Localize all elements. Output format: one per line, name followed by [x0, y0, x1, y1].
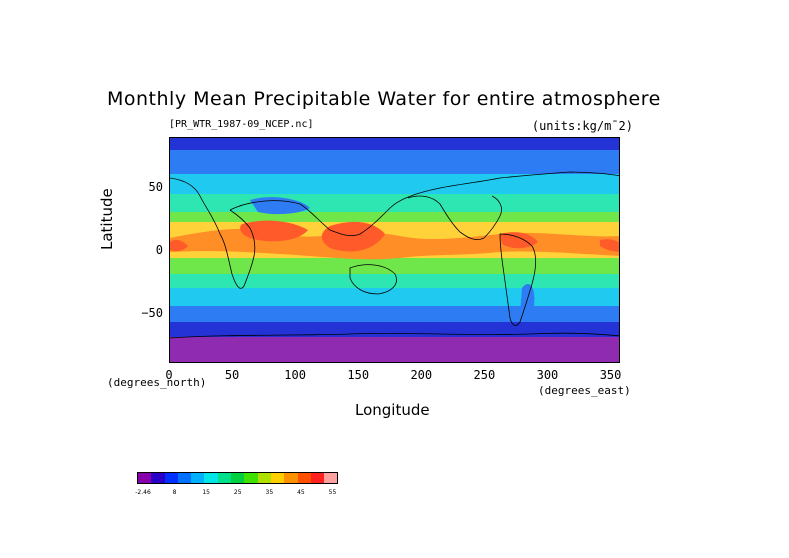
colorbar-label: 8 — [172, 489, 177, 496]
colorbar-cell — [324, 473, 338, 483]
africa-coast — [170, 177, 256, 289]
x-tick-label: 150 — [347, 368, 370, 382]
x-tick-label: 100 — [284, 368, 306, 382]
antarctica-band — [170, 337, 619, 362]
x-axis-label: Longitude — [355, 401, 430, 419]
colorbar-label: 45 — [297, 489, 305, 496]
north-america-coast — [407, 195, 502, 240]
colorbar-cell — [231, 473, 245, 483]
antarctic-edge-band — [170, 322, 619, 338]
colorbar-label: 35 — [265, 489, 274, 496]
colorbar-cell — [244, 473, 258, 483]
antarctica-coast — [170, 332, 619, 339]
tibet-dry-patch — [250, 197, 310, 215]
south-america-coast — [499, 233, 537, 326]
colorbar-label: 25 — [233, 489, 242, 496]
colorbar-label: 15 — [202, 489, 210, 496]
colorbar — [137, 472, 339, 484]
x-tick-label: 300 — [536, 368, 559, 382]
x-tick-label: 350 — [599, 368, 622, 382]
colorbar-label: -2.46 — [135, 489, 151, 496]
map-svg — [170, 138, 619, 362]
y-axis-label: Latitude — [98, 188, 116, 250]
colorbar-label: 55 — [328, 489, 337, 496]
warm-pool-amazon — [500, 232, 538, 249]
units-label: (units:kg/m¯2) — [531, 119, 633, 133]
file-label: [PR_WTR_1987-09_NCEP.nc] — [169, 119, 314, 130]
x-tick-label: 200 — [410, 368, 433, 382]
x-tick-label: 0 — [165, 368, 173, 382]
colorbar-cell — [217, 473, 232, 483]
south-mid-band — [170, 274, 619, 292]
colorbar-cell — [270, 473, 285, 483]
y-tick-label: 0 — [155, 243, 163, 257]
colorbar-cell — [164, 473, 178, 483]
warm-pool-africa-east — [600, 239, 619, 252]
south-subtropic-band — [170, 258, 619, 278]
north-cool-band — [170, 150, 619, 178]
x-unit-left-label: (degrees_north) — [107, 376, 207, 389]
colorbar-cell — [177, 473, 192, 483]
eurasia-coast — [229, 171, 619, 237]
x-unit-right-label: (degrees_east) — [538, 384, 631, 397]
colorbar-cell — [284, 473, 298, 483]
precipitable-water-map — [169, 137, 620, 363]
colorbar-cell — [204, 473, 218, 483]
colorbar-cell — [151, 473, 165, 483]
colorbar-cell — [138, 473, 152, 483]
y-tick-label: 50 — [148, 180, 163, 195]
warm-pool-india — [240, 220, 308, 242]
australia-coast — [349, 264, 397, 295]
x-tick-label: 250 — [473, 368, 496, 382]
arctic-band — [170, 138, 619, 150]
warm-pool-east-indies — [321, 221, 385, 252]
y-tick-label: −50 — [141, 305, 163, 320]
southern-ocean-band — [170, 306, 619, 326]
colorbar-cell — [310, 473, 325, 483]
x-tick-label: 50 — [224, 368, 240, 382]
colorbar-cell — [257, 473, 271, 483]
map-title: Monthly Mean Precipitable Water for enti… — [107, 88, 661, 110]
warm-pool-africa-west — [170, 239, 188, 252]
colorbar-cell — [297, 473, 311, 483]
colorbar-cell — [191, 473, 205, 483]
coastlines — [170, 171, 619, 339]
